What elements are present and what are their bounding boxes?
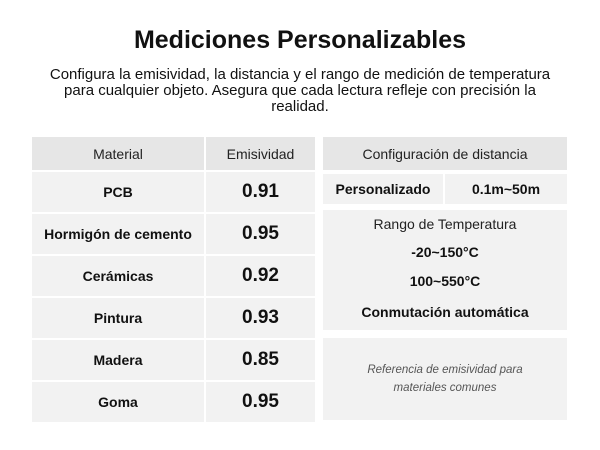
temperature-range: 100~550°C bbox=[409, 273, 481, 289]
emissivity: 0.92 bbox=[206, 256, 315, 296]
note: Referencia de emisividad para materiales… bbox=[367, 364, 523, 394]
material: Madera bbox=[32, 340, 204, 380]
temperature-range: -20~150°C bbox=[411, 244, 479, 260]
emissivity: 0.85 bbox=[206, 340, 315, 380]
column-header: Material bbox=[32, 137, 204, 170]
material: Goma bbox=[32, 382, 204, 422]
material: Pintura bbox=[32, 298, 204, 338]
material: Hormigón de cemento bbox=[32, 214, 204, 254]
material: Cerámicas bbox=[32, 256, 204, 296]
temperature-switching: Conmutación automática bbox=[361, 304, 529, 320]
note-panel: Referencia de emisividad para materiales… bbox=[323, 338, 567, 420]
distance-value: 0.1m~50m bbox=[445, 174, 567, 204]
emissivity: 0.93 bbox=[206, 298, 315, 338]
distance-title: Configuración de distancia bbox=[323, 137, 567, 170]
emissivity: 0.95 bbox=[206, 214, 315, 254]
title: Mediciones Personalizables bbox=[133, 25, 467, 54]
distance-label: Personalizado bbox=[323, 174, 443, 204]
temperature-panel bbox=[323, 210, 567, 330]
temperature-title: Rango de Temperatura bbox=[373, 216, 517, 232]
material: PCB bbox=[32, 172, 204, 212]
emissivity: 0.91 bbox=[206, 172, 315, 212]
column-header: Emisividad bbox=[206, 137, 315, 170]
emissivity: 0.95 bbox=[206, 382, 315, 422]
subtitle: Configura la emisividad, la distancia y … bbox=[49, 66, 551, 115]
